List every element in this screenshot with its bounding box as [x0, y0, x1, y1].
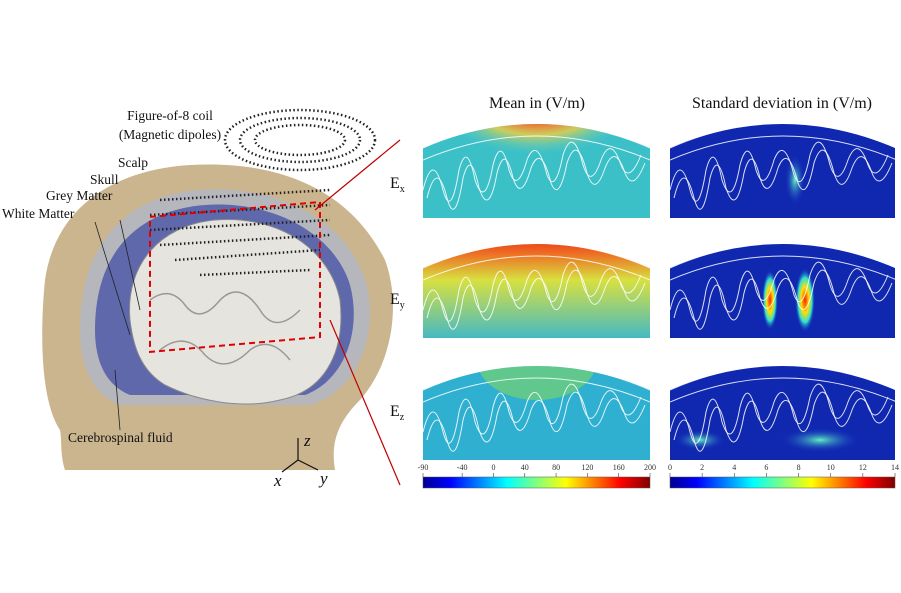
axis-label: z [303, 431, 311, 450]
colorbar-tick-label: 12 [859, 463, 867, 472]
tissue-label: Skull [90, 172, 119, 187]
row-label: Ey [390, 291, 405, 311]
colorbar [669, 476, 896, 489]
colorbar-tick-label: 4 [732, 463, 736, 472]
colorbar-tick-label: 80 [552, 463, 560, 472]
mean-map [423, 366, 650, 460]
colorbar-tick-label: 120 [581, 463, 593, 472]
colorbar-tick-label: 6 [764, 463, 768, 472]
colorbar-tick-label: 0 [491, 463, 495, 472]
mean-map [423, 124, 650, 218]
colorbar-tick-label: 10 [827, 463, 835, 472]
column-title: Standard deviation in (V/m) [692, 95, 872, 112]
colorbars: -90 -40 0 40 80 120 160 200 0 2 4 6 8 10 12 14 [418, 463, 899, 489]
coil-label: (Magnetic dipoles) [119, 127, 221, 142]
head-model [42, 108, 401, 486]
column-title: Mean in (V/m) [489, 95, 585, 112]
coil-label: Figure-of-8 coil [127, 108, 213, 123]
colorbar-tick-label: 0 [668, 463, 672, 472]
colorbar-tick-label: 8 [797, 463, 801, 472]
colorbar-tick-label: 14 [891, 463, 899, 472]
axis-label: y [318, 469, 328, 488]
mean-map [423, 244, 650, 338]
tissue-label: Scalp [118, 155, 148, 170]
colorbar-tick-label: -40 [457, 463, 468, 472]
colorbar-tick-label: 160 [613, 463, 625, 472]
tissue-label: Grey Matter [46, 188, 113, 203]
colorbar-tick-label: 200 [644, 463, 656, 472]
std-map [670, 366, 895, 460]
std-map [670, 244, 895, 338]
tissue-label: Cerebrospinal fluid [68, 430, 173, 445]
row-label: Ez [390, 403, 405, 423]
std-map [670, 124, 895, 218]
row-label: Ex [390, 175, 405, 195]
colorbar-tick-label: 2 [700, 463, 704, 472]
colorbar-tick-label: 40 [521, 463, 529, 472]
colorbar-tick-label: -90 [418, 463, 429, 472]
axis-label: x [273, 471, 282, 490]
tissue-label: White Matter [2, 206, 75, 221]
colorbar [422, 476, 651, 489]
